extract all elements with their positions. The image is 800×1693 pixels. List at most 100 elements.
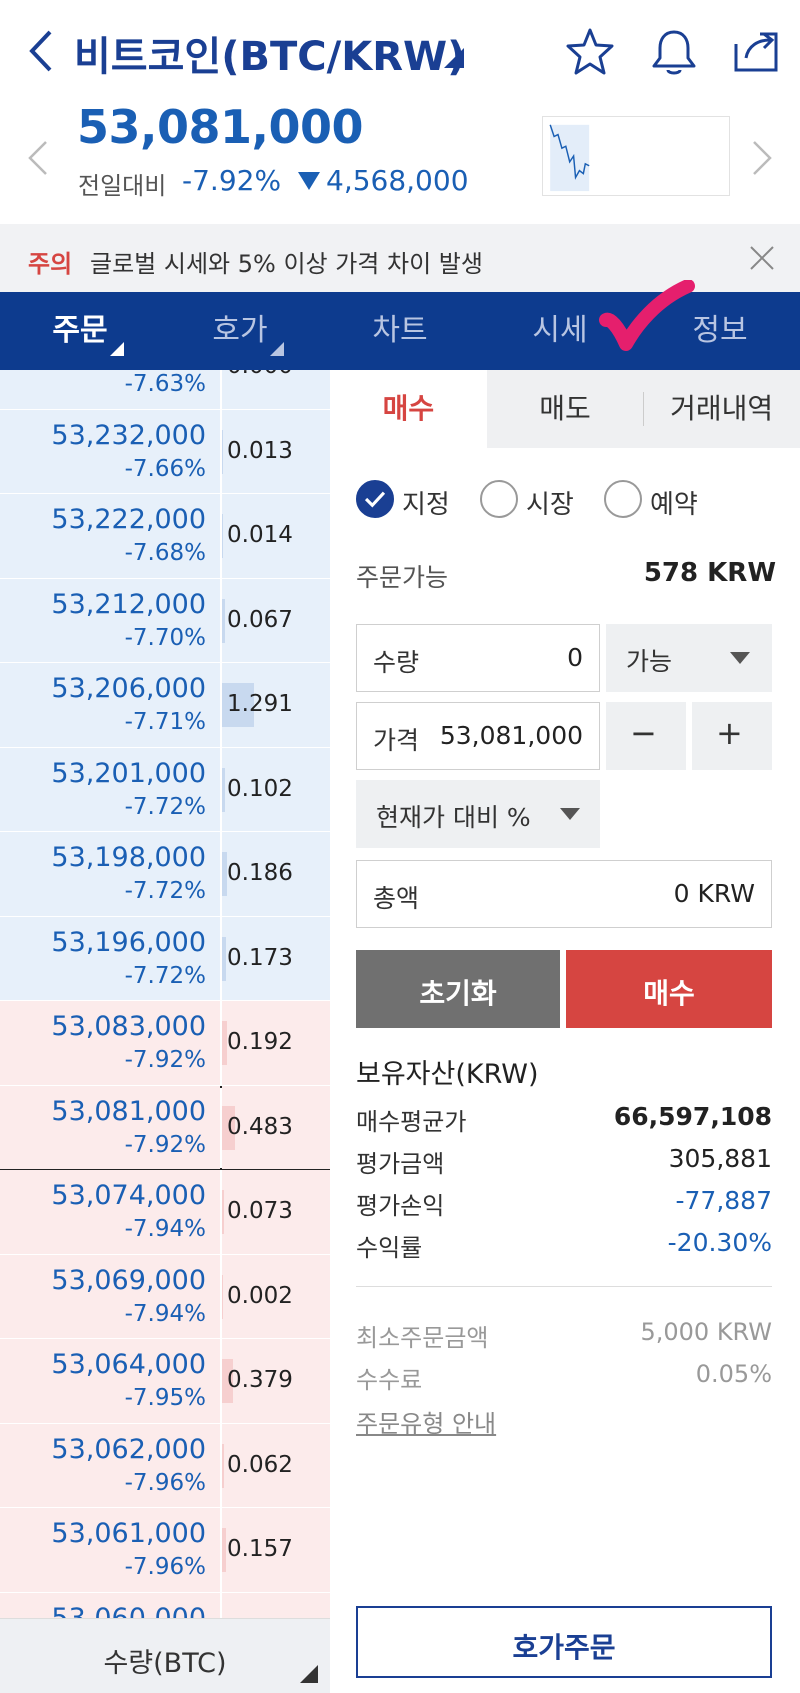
row-qty: 0.014 bbox=[227, 522, 293, 548]
tab-market[interactable]: 시세 bbox=[480, 292, 640, 370]
qty-bar bbox=[222, 1359, 233, 1403]
qty-bar bbox=[222, 1190, 224, 1234]
price-cell: 53,081,000 -7.92% bbox=[0, 1085, 220, 1169]
orderbook-row[interactable]: 53,196,000 -7.72% 0.173 bbox=[0, 916, 330, 1001]
qty-cell: 0.002 bbox=[222, 1254, 330, 1338]
row-qty: 0.157 bbox=[227, 1536, 293, 1562]
row-rate: -7.66% bbox=[124, 455, 206, 482]
tab-info[interactable]: 정보 bbox=[640, 292, 800, 370]
qty-unit-label: 수량(BTC) bbox=[103, 1648, 227, 1679]
tab-label: 호가 bbox=[212, 313, 268, 348]
quote-order-label: 호가주문 bbox=[512, 1631, 616, 1664]
qty-cell: 0.483 bbox=[222, 1085, 330, 1169]
radio-limit[interactable]: 지정 bbox=[356, 478, 456, 522]
order-type-guide-link[interactable]: 주문유형 안내 bbox=[356, 1410, 497, 1438]
quote-order-button[interactable]: 호가주문 bbox=[356, 1606, 772, 1678]
asset-label: 매수평균가 bbox=[356, 1108, 467, 1136]
orderbook-row[interactable]: 53,062,000 -7.96% 0.062 bbox=[0, 1423, 330, 1508]
price-cell: 53,074,000 -7.94% bbox=[0, 1170, 220, 1254]
total-label: 총액 bbox=[373, 884, 420, 913]
qty-bar bbox=[222, 767, 225, 812]
qty-cell: 0.062 bbox=[222, 1423, 330, 1507]
row-price: 53,232,000 bbox=[51, 419, 206, 451]
corner-caret-icon bbox=[300, 1665, 318, 1683]
qty-cell: 0.192 bbox=[222, 1001, 330, 1085]
assets-title: 보유자산(KRW) bbox=[356, 1059, 539, 1090]
min-order-row: 최소주문금액 5,000 KRW bbox=[356, 1318, 772, 1352]
qty-cell: 0.067 bbox=[222, 578, 330, 662]
row-price: 53,060,000 bbox=[51, 1602, 206, 1619]
orderbook-row[interactable]: 53,212,000 -7.70% 0.067 bbox=[0, 578, 330, 663]
radio-market[interactable]: 시장 bbox=[480, 478, 580, 522]
reset-button[interactable]: 초기화 bbox=[356, 950, 560, 1028]
qty-cell: 0.186 bbox=[222, 832, 330, 916]
row-price: 53,081,000 bbox=[51, 1095, 206, 1127]
row-qty: 0.379 bbox=[227, 1367, 293, 1393]
tab-buy[interactable]: 매수 bbox=[330, 370, 487, 448]
bell-icon[interactable] bbox=[648, 26, 700, 78]
price-plus-button[interactable]: + bbox=[692, 702, 772, 770]
price-cell: 53,206,000 -7.71% bbox=[0, 663, 220, 747]
price-cell: 53,061,000 -7.96% bbox=[0, 1508, 220, 1592]
page-title[interactable]: 비트코인(BTC/KRW) bbox=[74, 34, 466, 80]
share-icon[interactable] bbox=[730, 26, 782, 78]
orderbook-row[interactable]: 53,060,000 bbox=[0, 1592, 330, 1619]
orderbook-row[interactable]: 53,198,000 -7.72% 0.186 bbox=[0, 832, 330, 917]
radio-reserve[interactable]: 예약 bbox=[604, 478, 704, 522]
back-icon[interactable] bbox=[24, 28, 58, 74]
row-rate: -7.94% bbox=[124, 1216, 206, 1242]
orderbook-row[interactable]: 53,222,000 -7.68% 0.014 bbox=[0, 494, 330, 579]
title-dropdown-icon[interactable] bbox=[442, 48, 464, 68]
orderbook-row[interactable]: 53,081,000 -7.92% 0.483 bbox=[0, 1085, 330, 1170]
prev-coin-icon[interactable] bbox=[26, 140, 50, 176]
qty-dropdown-label: 가능 bbox=[626, 647, 673, 676]
tab-history[interactable]: 거래내역 bbox=[643, 370, 800, 448]
tab-quote[interactable]: 호가 bbox=[160, 292, 320, 370]
notice-tag: 주의 bbox=[28, 250, 73, 278]
change-rate: -7.92% bbox=[182, 164, 282, 197]
orderbook-row[interactable]: 53,069,000 -7.94% 0.002 bbox=[0, 1254, 330, 1339]
row-qty: 0.173 bbox=[227, 944, 293, 971]
orderbook-row[interactable]: 53,201,000 -7.72% 0.102 bbox=[0, 747, 330, 832]
star-icon[interactable] bbox=[564, 26, 616, 78]
tab-label: 주문 bbox=[52, 313, 108, 348]
tab-chart[interactable]: 차트 bbox=[320, 292, 480, 370]
row-rate: -7.72% bbox=[124, 878, 206, 904]
mini-chart[interactable] bbox=[542, 116, 730, 196]
orderbook-row[interactable]: 53,083,000 -7.92% 0.192 bbox=[0, 1001, 330, 1086]
orderbook-row[interactable]: 53,206,000 -7.71% 1.291 bbox=[0, 663, 330, 748]
order-tabs: 매수 매도 거래내역 bbox=[330, 370, 800, 448]
qty-cell: 0.014 bbox=[222, 494, 330, 578]
asset-row: 수익률 -20.30% bbox=[356, 1228, 772, 1264]
min-order-value: 5,000 KRW bbox=[640, 1318, 772, 1346]
row-rate: -7.70% bbox=[124, 624, 206, 651]
fee-row: 수수료 0.05% bbox=[356, 1360, 772, 1394]
row-qty: 0.000 bbox=[227, 370, 293, 379]
tab-sell[interactable]: 매도 bbox=[486, 370, 644, 448]
row-qty: 0.073 bbox=[227, 1198, 293, 1224]
qty-unit-selector[interactable]: 수량(BTC) bbox=[0, 1618, 330, 1693]
row-rate: -7.63% bbox=[124, 371, 206, 397]
orderbook-row[interactable]: 53,074,000 -7.94% 0.073 bbox=[0, 1170, 330, 1255]
orderbook-row[interactable]: 53,061,000 -7.96% 0.157 bbox=[0, 1508, 330, 1593]
qty-dropdown[interactable]: 가능 bbox=[606, 624, 772, 692]
orderbook-row[interactable]: 53,232,000 -7.66% 0.013 bbox=[0, 409, 330, 494]
tab-order[interactable]: 주문 bbox=[0, 292, 160, 370]
qty-field[interactable]: 수량 0 bbox=[356, 624, 600, 692]
close-icon[interactable] bbox=[748, 244, 776, 272]
price-label: 가격 bbox=[373, 726, 420, 755]
price-cell: 53,198,000 -7.72% bbox=[0, 832, 220, 916]
price-minus-button[interactable]: − bbox=[606, 702, 686, 770]
row-price: 53,061,000 bbox=[51, 1518, 206, 1549]
orderbook-row[interactable]: -7.63% 0.000 bbox=[0, 370, 330, 410]
down-triangle-icon bbox=[298, 172, 320, 190]
orderbook-row[interactable]: 53,064,000 -7.95% 0.379 bbox=[0, 1339, 330, 1424]
next-coin-icon[interactable] bbox=[750, 140, 774, 176]
total-field[interactable]: 총액 0 KRW bbox=[356, 860, 772, 928]
asset-row: 평가손익 -77,887 bbox=[356, 1186, 772, 1222]
buy-button[interactable]: 매수 bbox=[566, 950, 772, 1028]
corner-caret-icon bbox=[110, 342, 124, 356]
percent-dropdown[interactable]: 현재가 대비 % bbox=[356, 780, 600, 848]
price-cell: 53,196,000 -7.72% bbox=[0, 916, 220, 1000]
price-field[interactable]: 가격 53,081,000 bbox=[356, 702, 600, 770]
